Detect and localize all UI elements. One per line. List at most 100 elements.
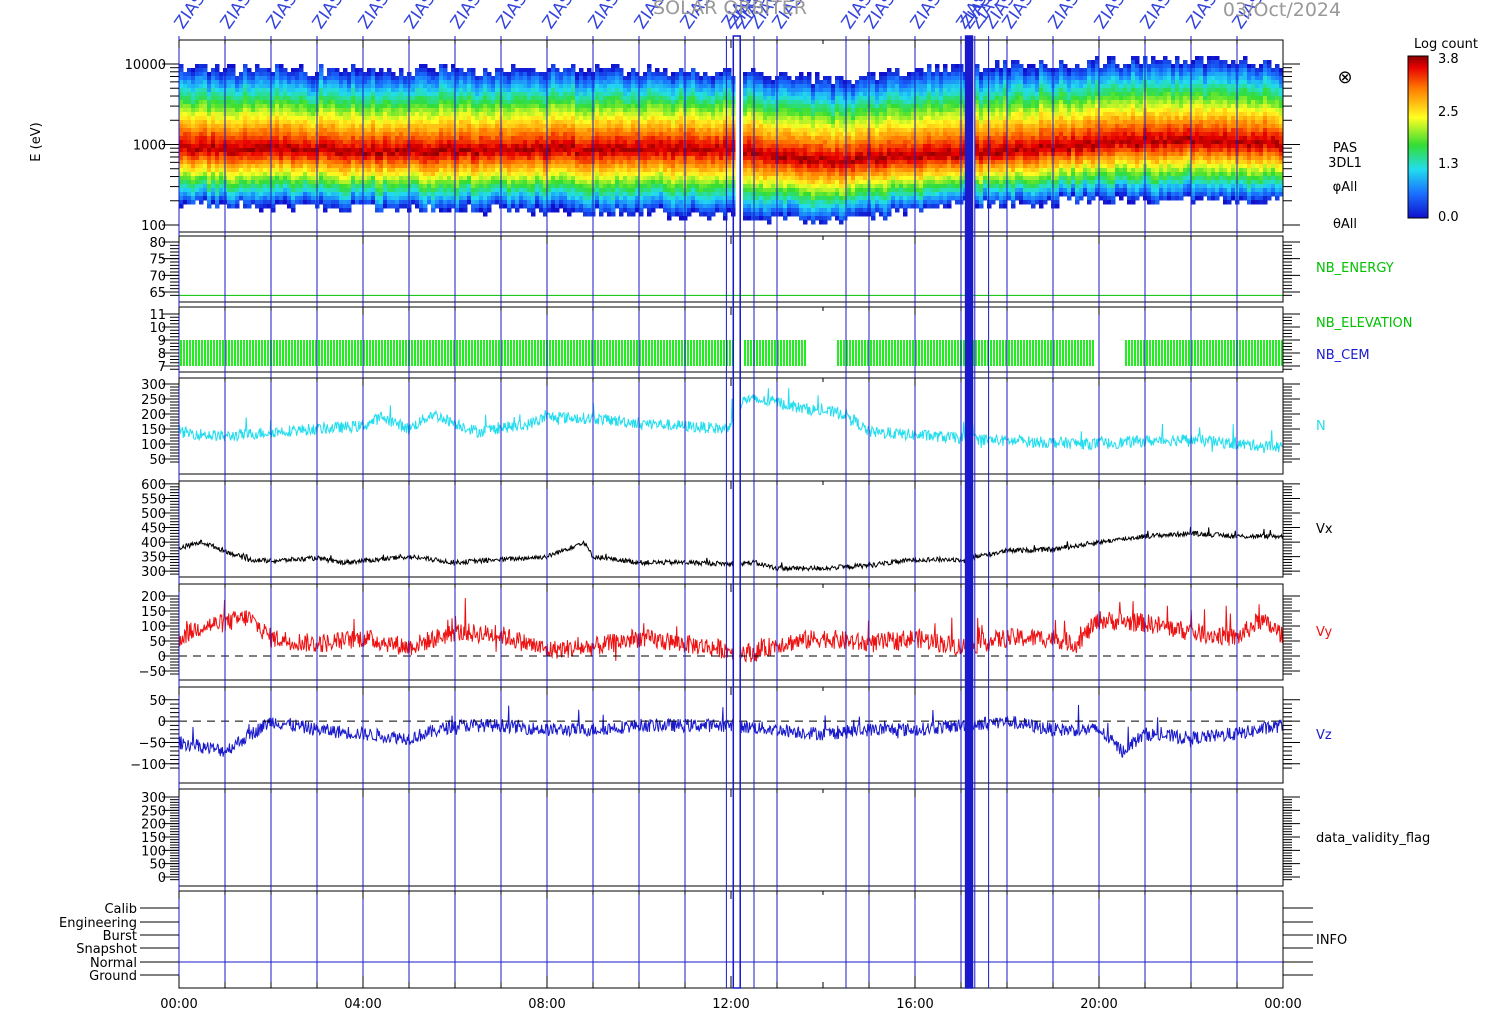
spectrogram-cell [239, 92, 244, 97]
spectrogram-cell [243, 104, 248, 109]
spectrogram-cell [635, 180, 640, 185]
spectrogram-cell [571, 72, 576, 77]
spectrogram-cell [299, 160, 304, 165]
spectrogram-cell [423, 148, 428, 153]
spectrogram-cell [383, 160, 388, 165]
spectrogram-cell [583, 180, 588, 185]
spectrogram-cell [323, 96, 328, 101]
spectrogram-cell [379, 112, 384, 117]
spectrogram-cell [627, 208, 632, 213]
spectrogram-cell [611, 96, 616, 101]
spectrogram-cell [575, 204, 580, 209]
spectrogram-cell [231, 132, 236, 137]
spectrogram-cell [335, 136, 340, 141]
spectrogram-cell [363, 108, 368, 113]
spectrogram-cell [327, 144, 332, 149]
spectrogram-cell [443, 104, 448, 109]
spectrogram-cell [391, 128, 396, 133]
spectrogram-cell [587, 88, 592, 93]
spectrogram-cell [551, 128, 556, 133]
spectrogram-cell [547, 136, 552, 141]
spectrogram-cell [707, 84, 712, 89]
spectrogram-cell [743, 168, 748, 173]
spectrogram-cell [595, 148, 600, 153]
spectrogram-cell [623, 152, 628, 157]
spectrogram-cell [283, 200, 288, 205]
spectrogram-cell [299, 72, 304, 77]
spectrogram-cell [419, 136, 424, 141]
spectrogram-cell [439, 192, 444, 197]
spectrogram-cell [711, 104, 716, 109]
spectrogram-cell [343, 112, 348, 117]
spectrogram-cell [351, 200, 356, 205]
spectrogram-cell [551, 100, 556, 105]
spectrogram-cell [387, 100, 392, 105]
spectrogram-cell [427, 80, 432, 85]
spectrogram-cell [323, 88, 328, 93]
spectrogram-cell [659, 200, 664, 205]
spectrogram-cell [515, 148, 520, 153]
spectrogram-cell [503, 108, 508, 113]
spectrogram-cell [635, 160, 640, 165]
spectrogram-cell [399, 96, 404, 101]
spectrogram-cell [363, 144, 368, 149]
spectrogram-cell [467, 100, 472, 105]
spectrogram-cell [651, 80, 656, 85]
spectrogram-cell [351, 188, 356, 193]
spectrogram-cell [687, 116, 692, 121]
spectrogram-cell [539, 156, 544, 161]
spectrogram-cell [647, 172, 652, 177]
spectrogram-cell [415, 168, 420, 173]
spectrogram-cell [555, 72, 560, 77]
spectrogram-cell [287, 120, 292, 125]
spectrogram-cell [423, 80, 428, 85]
spectrogram-cell [395, 88, 400, 93]
spectrogram-cell [311, 112, 316, 117]
spectrogram-cell [207, 100, 212, 105]
spectrogram-cell [615, 120, 620, 125]
spectrogram-cell [511, 120, 516, 125]
spectrogram-cell [239, 96, 244, 101]
spectrogram-cell [555, 84, 560, 89]
spectrogram-cell [659, 176, 664, 181]
spectrogram-cell [639, 76, 644, 81]
spectrogram-cell [635, 104, 640, 109]
spectrogram-cell [711, 208, 716, 213]
spectrogram-cell [515, 124, 520, 129]
spectrogram-cell [339, 196, 344, 201]
spectrogram-cell [235, 84, 240, 89]
spectrogram-cell [447, 184, 452, 189]
spectrogram-cell [291, 160, 296, 165]
spectrogram-cell [527, 176, 532, 181]
spectrogram-cell [631, 76, 636, 81]
spectrogram-cell [447, 188, 452, 193]
spectrogram-cell [595, 80, 600, 85]
spectrogram-cell [559, 72, 564, 77]
spectrogram-cell [675, 180, 680, 185]
spectrogram-cell [375, 152, 380, 157]
spectrogram-cell [331, 184, 336, 189]
spectrogram-cell [187, 152, 192, 157]
spectrogram-cell [351, 136, 356, 141]
spectrogram-cell [359, 116, 364, 121]
spectrogram-cell [335, 164, 340, 169]
spectrogram-cell [187, 108, 192, 113]
spectrogram-cell [543, 200, 548, 205]
spectrogram-cell [311, 96, 316, 101]
spectrogram-cell [183, 148, 188, 153]
spectrogram-cell [527, 200, 532, 205]
spectrogram-cell [743, 184, 748, 189]
spectrogram-cell [279, 104, 284, 109]
spectrogram-cell [567, 80, 572, 85]
spectrogram-cell [587, 188, 592, 193]
spectrogram-cell [751, 192, 756, 197]
spectrogram-cell [635, 144, 640, 149]
spectrogram-cell [723, 136, 728, 141]
spectrogram-cell [319, 168, 324, 173]
spectrogram-cell [487, 164, 492, 169]
spectrogram-cell [367, 76, 372, 81]
spectrogram-cell [567, 184, 572, 189]
spectrogram-cell [639, 172, 644, 177]
spectrogram-cell [655, 100, 660, 105]
spectrogram-cell [247, 192, 252, 197]
